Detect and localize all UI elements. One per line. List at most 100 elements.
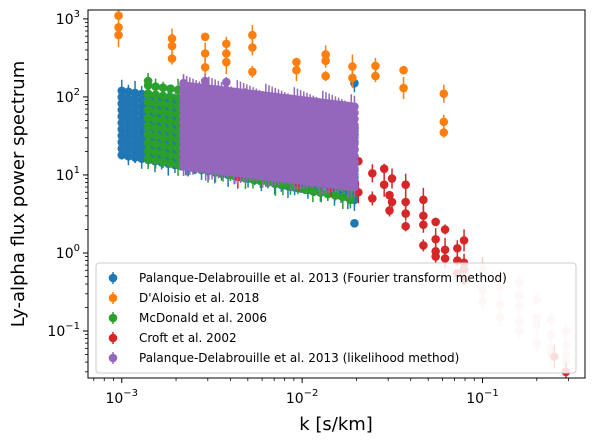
data-point bbox=[158, 157, 168, 167]
plot-frame bbox=[87, 9, 586, 379]
legend-item: McDonald et al. 2006 bbox=[108, 311, 267, 325]
data-point bbox=[292, 65, 301, 75]
data-point bbox=[151, 115, 160, 124]
data-point bbox=[350, 120, 359, 130]
data-point bbox=[200, 32, 210, 42]
data-point bbox=[321, 56, 330, 66]
data-point bbox=[248, 30, 257, 40]
data-point bbox=[321, 71, 330, 81]
data-point bbox=[114, 11, 123, 20]
x-tick-label: 10−2 bbox=[286, 388, 319, 407]
data-point bbox=[130, 101, 140, 111]
data-point bbox=[143, 76, 153, 86]
data-point bbox=[143, 146, 153, 156]
data-point bbox=[440, 225, 450, 234]
data-point bbox=[222, 57, 231, 67]
data-point bbox=[439, 89, 449, 98]
legend-label: Croft et al. 2002 bbox=[139, 331, 237, 345]
legend-marker bbox=[108, 313, 118, 323]
legend-marker bbox=[108, 273, 118, 283]
data-point bbox=[137, 141, 146, 151]
data-point bbox=[200, 76, 210, 86]
data-point bbox=[158, 132, 168, 142]
data-point bbox=[350, 114, 359, 124]
data-point bbox=[114, 30, 123, 40]
data-point bbox=[143, 105, 153, 115]
data-point bbox=[167, 54, 177, 63]
data-point bbox=[371, 61, 380, 71]
data-point bbox=[166, 134, 175, 143]
data-point bbox=[117, 131, 127, 141]
data-point bbox=[399, 83, 408, 93]
data-point bbox=[143, 113, 153, 123]
data-point bbox=[346, 195, 355, 205]
data-point bbox=[379, 180, 389, 190]
data-point bbox=[401, 180, 410, 190]
data-point bbox=[431, 217, 440, 227]
legend-marker bbox=[108, 353, 118, 363]
data-point bbox=[368, 194, 377, 203]
data-point bbox=[348, 73, 357, 83]
data-point bbox=[379, 164, 389, 174]
data-point bbox=[248, 67, 257, 77]
data-point bbox=[130, 88, 140, 98]
data-point bbox=[117, 105, 127, 115]
legend-box bbox=[95, 262, 577, 374]
data-point bbox=[222, 77, 231, 87]
legend-label: Palanque-Delabrouille et al. 2013 (likel… bbox=[139, 351, 459, 365]
data-point bbox=[166, 142, 175, 152]
data-point bbox=[158, 99, 168, 109]
data-point bbox=[166, 109, 175, 118]
data-point bbox=[350, 170, 359, 179]
legend-marker bbox=[108, 333, 118, 343]
data-point bbox=[401, 221, 410, 231]
data-point bbox=[166, 84, 175, 94]
legend: Palanque-Delabrouille et al. 2013 (Fouri… bbox=[95, 262, 577, 374]
data-point bbox=[158, 124, 168, 134]
data-point bbox=[419, 195, 428, 205]
data-point bbox=[158, 91, 168, 101]
data-point bbox=[419, 241, 428, 250]
data-point bbox=[151, 147, 160, 157]
data-point bbox=[399, 65, 408, 75]
legend-marker bbox=[108, 293, 118, 303]
data-point bbox=[117, 99, 127, 108]
data-point bbox=[350, 145, 359, 155]
data-point bbox=[350, 102, 359, 111]
data-point bbox=[137, 147, 146, 157]
data-point bbox=[166, 101, 175, 110]
data-point bbox=[387, 174, 397, 183]
legend-item: D'Aloisio et al. 2018 bbox=[108, 291, 259, 305]
data-point bbox=[143, 138, 153, 147]
data-point bbox=[166, 92, 175, 102]
data-point bbox=[348, 62, 357, 71]
data-point bbox=[439, 128, 449, 137]
data-point bbox=[124, 119, 133, 129]
data-point bbox=[401, 197, 410, 207]
data-point bbox=[124, 113, 133, 122]
series-6 bbox=[179, 73, 359, 199]
data-point bbox=[350, 219, 359, 228]
data-point bbox=[440, 254, 450, 263]
legend-label: Palanque-Delabrouille et al. 2013 (Fouri… bbox=[139, 271, 507, 285]
data-point bbox=[117, 86, 127, 96]
data-point bbox=[151, 123, 160, 132]
data-point bbox=[453, 243, 462, 253]
y-axis-label: Ly-alpha flux power spectrum bbox=[8, 61, 29, 327]
y-tick-label: 100 bbox=[56, 243, 80, 262]
data-point bbox=[385, 206, 394, 215]
data-point bbox=[151, 82, 160, 91]
data-point bbox=[167, 41, 177, 51]
data-point bbox=[431, 234, 440, 244]
data-point bbox=[368, 169, 377, 178]
data-point bbox=[419, 211, 428, 221]
data-point bbox=[439, 117, 449, 127]
legend-item: Croft et al. 2002 bbox=[108, 331, 237, 345]
data-point bbox=[431, 252, 440, 261]
legend-label: D'Aloisio et al. 2018 bbox=[139, 291, 259, 305]
data-point bbox=[350, 176, 359, 186]
data-point bbox=[248, 43, 257, 52]
data-point bbox=[200, 62, 210, 72]
y-tick-label: 101 bbox=[56, 165, 80, 184]
